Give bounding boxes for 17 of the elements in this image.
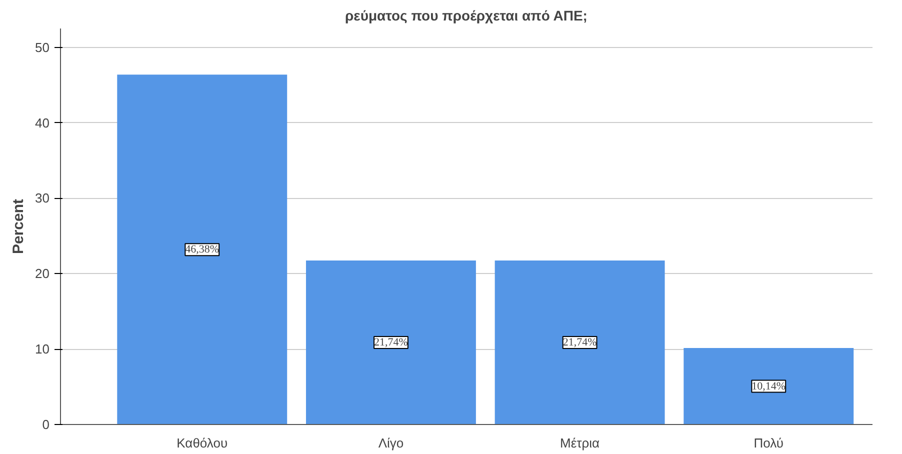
x-tick-label: Πολύ	[754, 436, 784, 450]
data-label: 21,74%	[374, 336, 408, 349]
y-tick-label: 20	[35, 266, 50, 282]
x-tick-label: Λίγο	[378, 436, 404, 450]
x-tick-label: Καθόλου	[176, 436, 228, 450]
bar	[494, 260, 665, 424]
chart-title: ρεύματος που προέρχεται από ΑΠΕ;	[345, 8, 588, 24]
x-tick-label: Μέτρια	[560, 436, 600, 450]
y-axis-title: Percent	[10, 198, 28, 254]
bar	[684, 348, 854, 424]
bar	[117, 74, 288, 424]
y-tick-label: 50	[35, 40, 50, 55]
bar	[306, 260, 476, 424]
y-tick-label: 30	[35, 190, 50, 206]
y-tick-label: 10	[35, 342, 50, 357]
y-tick-label: 0	[42, 417, 50, 432]
y-tick-label: 40	[35, 115, 50, 130]
